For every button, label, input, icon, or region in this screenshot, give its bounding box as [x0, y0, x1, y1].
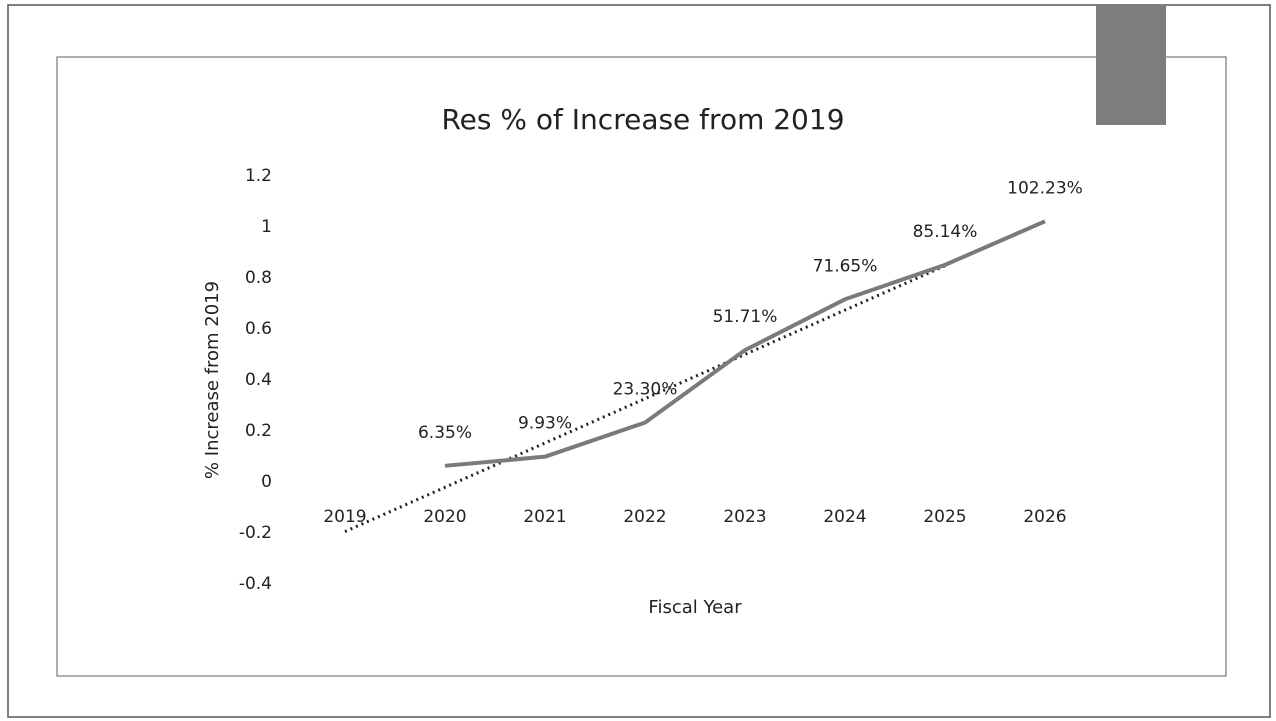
x-tick-label: 2020: [423, 507, 466, 527]
y-tick-label: 0: [261, 472, 272, 492]
y-tick-label: 0.4: [245, 370, 272, 390]
x-axis-label: Fiscal Year: [648, 597, 742, 618]
data-label: 71.65%: [813, 256, 878, 276]
chart-title: Res % of Increase from 2019: [441, 103, 844, 136]
data-label: 51.71%: [713, 307, 778, 327]
x-tick-label: 2025: [923, 507, 966, 527]
trendline: [344, 264, 946, 533]
x-tick-label: 2024: [823, 507, 866, 527]
x-tick-label: 2021: [523, 507, 566, 527]
y-tick-label: -0.4: [239, 574, 272, 594]
y-tick-label: 0.8: [245, 268, 272, 288]
data-label: 102.23%: [1007, 178, 1083, 198]
y-tick-label: 0.2: [245, 421, 272, 441]
x-tick-label: 2023: [723, 507, 766, 527]
corner-image: [1096, 5, 1166, 125]
data-line: [444, 219, 1046, 468]
data-label: 6.35%: [418, 423, 472, 443]
chart-frame: [56, 56, 1227, 677]
x-tick-label: 2019: [323, 507, 366, 527]
data-label: 9.93%: [518, 414, 572, 434]
y-tick-label: 0.6: [245, 319, 272, 339]
data-label: 23.30%: [613, 380, 678, 400]
x-tick-label: 2026: [1023, 507, 1066, 527]
x-tick-label: 2022: [623, 507, 666, 527]
y-tick-label: -0.2: [239, 523, 272, 543]
y-tick-label: 1.2: [245, 166, 272, 186]
y-axis-label: % Increase from 2019: [202, 281, 223, 479]
data-label: 85.14%: [913, 222, 978, 242]
y-tick-label: 1: [261, 217, 272, 237]
